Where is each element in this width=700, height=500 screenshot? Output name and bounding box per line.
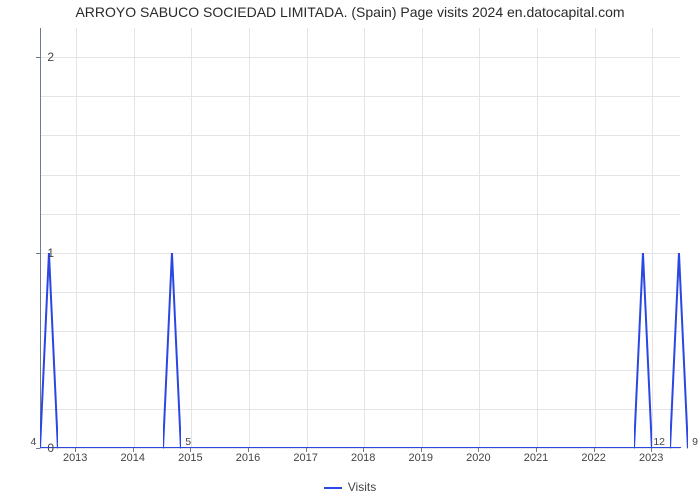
y-tick — [36, 57, 40, 58]
x-tick — [651, 448, 652, 452]
x-tick — [306, 448, 307, 452]
data-label: 12 — [653, 436, 665, 448]
x-tick — [248, 448, 249, 452]
x-tick-label: 2018 — [351, 452, 375, 464]
plot-area: 45129 — [40, 28, 680, 448]
x-tick-label: 2021 — [524, 452, 548, 464]
x-tick-label: 2020 — [466, 452, 490, 464]
legend: Visits — [0, 480, 700, 494]
x-tick-label: 2023 — [639, 452, 663, 464]
x-tick-label: 2013 — [63, 452, 87, 464]
legend-swatch — [324, 487, 342, 489]
legend-label: Visits — [348, 480, 376, 494]
spike — [634, 253, 652, 450]
x-tick — [190, 448, 191, 452]
x-tick — [478, 448, 479, 452]
x-tick-label: 2016 — [236, 452, 260, 464]
x-tick — [536, 448, 537, 452]
x-tick — [363, 448, 364, 452]
y-tick — [36, 448, 40, 449]
x-tick — [75, 448, 76, 452]
x-tick-label: 2022 — [581, 452, 605, 464]
x-tick-label: 2019 — [409, 452, 433, 464]
gridline-h — [41, 448, 680, 449]
spike — [670, 253, 688, 450]
data-label: 9 — [692, 436, 698, 448]
spike — [163, 253, 181, 450]
x-tick — [133, 448, 134, 452]
y-tick — [36, 253, 40, 254]
x-tick-label: 2014 — [121, 452, 145, 464]
chart-container: ARROYO SABUCO SOCIEDAD LIMITADA. (Spain)… — [0, 0, 700, 500]
x-tick — [594, 448, 595, 452]
x-tick-label: 2017 — [293, 452, 317, 464]
spike — [40, 253, 58, 450]
chart-title: ARROYO SABUCO SOCIEDAD LIMITADA. (Spain)… — [0, 4, 700, 20]
series-line — [41, 28, 681, 448]
data-label: 5 — [185, 436, 191, 448]
x-tick-label: 2015 — [178, 452, 202, 464]
x-tick — [421, 448, 422, 452]
